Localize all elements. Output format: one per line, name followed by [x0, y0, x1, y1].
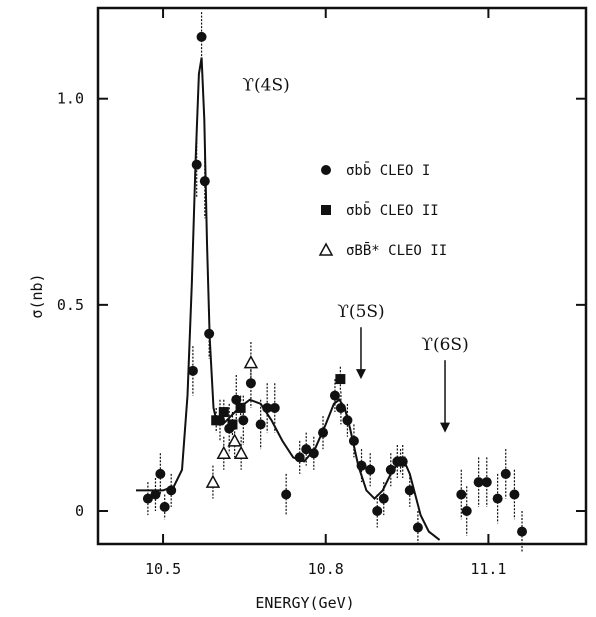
x-tick-label: 10.5 — [145, 560, 181, 578]
cleo-i-point — [473, 477, 484, 488]
cleo-i-point — [500, 468, 511, 479]
cleo-i-point — [159, 501, 170, 512]
cleo-i-point — [378, 493, 389, 504]
cleo-i-point — [187, 365, 198, 376]
cleo-i-point — [199, 176, 210, 187]
cleo-i-point — [231, 394, 242, 405]
cleo-i-point — [142, 493, 153, 504]
resonance-label: ϒ(5S) — [337, 302, 384, 322]
legend-circle-marker — [321, 165, 331, 175]
plot-border — [96, 6, 588, 546]
cleo-ii-point — [335, 374, 346, 385]
bbstar-point — [216, 445, 232, 460]
cleo-i-point — [481, 477, 492, 488]
arrow-head — [440, 422, 451, 433]
arrow-head — [355, 369, 366, 380]
cleo-i-point — [329, 390, 340, 401]
cleo-i-point — [318, 427, 329, 438]
cleo-i-point — [517, 526, 528, 537]
bbstar-point — [227, 433, 242, 447]
axis-ticks: 10.5 10.8 11.1 0 0.5 1.0 — [57, 8, 586, 578]
cleo-i-point — [335, 402, 346, 413]
bbstar-point — [243, 355, 259, 369]
y-tick-label: 0 — [75, 502, 84, 520]
cleo-ii-point — [227, 419, 238, 430]
y-tick-label: 0.5 — [57, 296, 84, 314]
resonance-annotations: ϒ(4S) ϒ(5S) ϒ(6S) — [242, 75, 469, 433]
cleo-i-point — [262, 402, 273, 413]
y-axis-label: σ(nb) — [28, 273, 46, 318]
cleo-i-point — [356, 460, 367, 471]
cleo-i-point — [404, 485, 415, 496]
cleo-i-point — [348, 435, 359, 446]
legend-square-marker — [321, 205, 331, 215]
cleo-ii-point — [211, 415, 222, 426]
cleo-ii-point — [235, 402, 246, 413]
cleo-i-point — [191, 159, 202, 170]
bbstar-point — [233, 445, 249, 460]
legend-triangle-marker — [318, 242, 334, 256]
cleo-ii-point — [218, 407, 229, 418]
plot-frame — [96, 6, 588, 546]
cleo-i-point — [492, 493, 503, 504]
cleo-i-point — [456, 489, 467, 500]
bbstar-point — [205, 474, 221, 488]
cleo-i-point — [150, 489, 161, 500]
cleo-i-point — [308, 448, 319, 459]
cleo-ii-point — [395, 456, 406, 467]
cleo-i-point — [238, 415, 249, 426]
cleo-i-point — [204, 328, 215, 339]
cleo-i-point — [509, 489, 520, 500]
cleo-i-point — [365, 464, 376, 475]
cleo-i-point — [155, 468, 166, 479]
chart-legend: σbb̄ CLEO I σbb̄ CLEO II σBB̄* CLEO II — [318, 161, 447, 259]
cleo-i-point — [294, 452, 305, 463]
cleo-i-point — [166, 485, 177, 496]
cleo-i-point — [372, 506, 383, 517]
resonance-label: ϒ(4S) — [242, 75, 289, 95]
cleo-i-point — [196, 31, 207, 42]
data-points — [142, 12, 528, 553]
cleo-i-point — [342, 415, 353, 426]
y-tick-label: 1.0 — [57, 90, 84, 108]
legend-label: σbb̄ CLEO I — [346, 161, 430, 179]
cleo-i-point — [245, 378, 256, 389]
cleo-i-point — [301, 444, 312, 455]
cleo-i-point — [269, 402, 280, 413]
x-tick-label: 10.8 — [308, 560, 344, 578]
cleo-i-point — [461, 506, 472, 517]
cleo-i-point — [281, 489, 292, 500]
legend-label: σbb̄ CLEO II — [346, 201, 439, 219]
x-axis-label: ENERGY(GeV) — [255, 594, 354, 612]
legend-label: σBB̄* CLEO II — [346, 241, 447, 259]
cleo-i-point — [385, 464, 396, 475]
cleo-i-point — [255, 419, 266, 430]
x-tick-label: 11.1 — [470, 560, 506, 578]
resonance-label: ϒ(6S) — [421, 335, 468, 355]
cleo-i-point — [412, 522, 423, 533]
